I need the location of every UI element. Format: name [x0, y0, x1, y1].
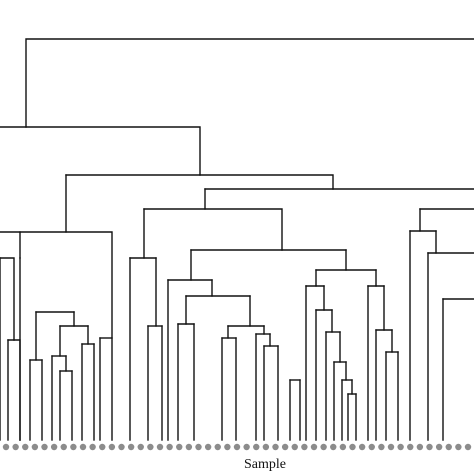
- leaf-marker: [272, 443, 279, 451]
- leaf-marker: [368, 443, 375, 451]
- leaf-marker: [310, 443, 318, 451]
- dendrogram-branch: [0, 126, 201, 176]
- leaf-marker: [262, 443, 270, 451]
- leaf-marker: [397, 443, 404, 451]
- leaf-marker: [185, 443, 193, 451]
- x-axis-label: Sample: [244, 457, 286, 472]
- leaf-marker: [214, 443, 221, 451]
- leaf-marker: [387, 443, 395, 451]
- leaf-marker: [407, 443, 414, 451]
- leaf-marker: [416, 443, 424, 451]
- leaf-marker: [137, 443, 144, 451]
- leaf-marker: [31, 443, 39, 451]
- leaf-marker: [464, 443, 472, 451]
- leaf-marker: [224, 443, 231, 451]
- dendrogram-branches: [0, 38, 474, 441]
- dendrogram-branch: [65, 174, 334, 190]
- leaf-marker: [22, 443, 29, 451]
- leaf-marker: [60, 443, 67, 451]
- dendrogram-branch: [143, 208, 283, 251]
- leaf-marker: [166, 443, 173, 451]
- leaf-marker: [349, 443, 356, 451]
- leaf-marker: [147, 443, 154, 451]
- leaf-marker: [330, 443, 337, 451]
- leaf-marker: [108, 443, 116, 451]
- leaf-marker: [253, 443, 260, 451]
- leaf-marker: [358, 443, 366, 451]
- leaf-marker: [50, 443, 58, 451]
- leaf-marker: [156, 443, 164, 451]
- leaf-marker: [301, 443, 308, 451]
- leaf-marker: [70, 443, 77, 451]
- leaf-marker: [2, 443, 10, 451]
- leaf-marker: [435, 443, 443, 451]
- leaf-marker: [320, 443, 327, 451]
- leaf-marker: [339, 443, 347, 451]
- leaf-marker: [243, 443, 250, 451]
- leaf-marker: [176, 443, 183, 451]
- dendrogram-branch: [0, 257, 15, 341]
- dendrogram-branch: [7, 339, 21, 441]
- dendrogram-branch: [0, 231, 113, 441]
- leaf-marker: [445, 443, 452, 451]
- leaf-marker: [127, 443, 135, 451]
- leaf-marker: [281, 443, 289, 451]
- leaf-marker: [79, 443, 87, 451]
- leaf-marker: [118, 443, 125, 451]
- leaf-markers: [2, 443, 472, 451]
- leaf-marker: [204, 443, 212, 451]
- leaf-marker: [378, 443, 385, 451]
- leaf-marker: [41, 443, 48, 451]
- leaf-marker: [233, 443, 241, 451]
- leaf-marker: [291, 443, 298, 451]
- dendrogram-branch: [25, 38, 474, 128]
- leaf-marker: [89, 443, 96, 451]
- leaf-marker: [195, 443, 202, 451]
- leaf-marker: [99, 443, 106, 451]
- leaf-marker: [455, 443, 462, 451]
- leaf-marker: [426, 443, 433, 451]
- leaf-marker: [12, 443, 19, 451]
